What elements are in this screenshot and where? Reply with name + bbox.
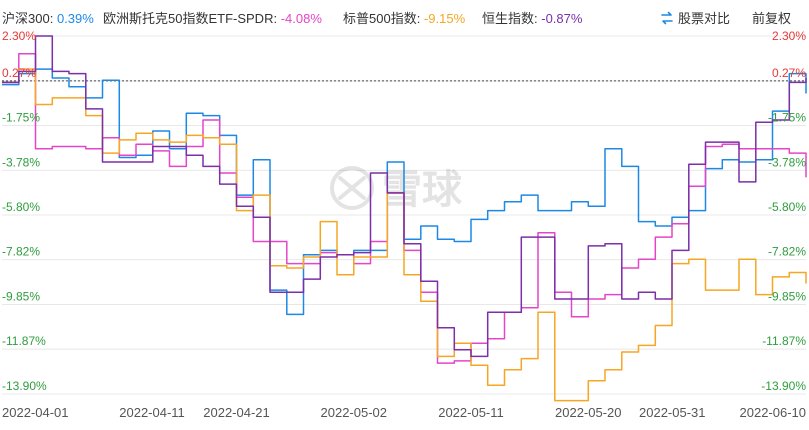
legend-item-sp500[interactable]: 标普500指数: -9.15%	[343, 11, 466, 26]
y-axis-right: 2.30% 0.27% -1.75% -3.78% -5.80% -7.82% -9.85%…	[761, 29, 806, 393]
legend-item-eurostoxx50[interactable]: 欧洲斯托克50指数ETF-SPDR: -4.08%	[103, 11, 322, 26]
stock-compare-icon	[661, 11, 673, 25]
y-tick-label-right: -11.87%	[762, 334, 806, 348]
y-tick-label-right: -7.82%	[768, 245, 806, 259]
y-tick-label-right: -3.78%	[768, 155, 806, 169]
y-tick-label-left: 0.27%	[2, 66, 36, 80]
legend-value: -9.15%	[423, 11, 466, 26]
y-tick-label-right: -13.90%	[761, 379, 806, 393]
legend-item-csi300[interactable]: 沪深300: 0.39%	[2, 11, 94, 26]
adjust-price-label: 前复权	[752, 11, 792, 26]
x-tick-label: 2022-05-31	[639, 405, 706, 420]
series-line	[2, 68, 807, 316]
x-tick-label: 2022-06-10	[740, 405, 807, 420]
x-tick-label: 2022-04-01	[2, 405, 69, 420]
legend-name: 标普500指数	[343, 11, 417, 26]
series-line	[2, 35, 807, 358]
y-axis-left: 2.30% 0.27% -1.75% -3.78% -5.80% -7.82% -9.85%…	[2, 29, 47, 393]
y-tick-label-left: 2.30%	[2, 29, 36, 43]
x-tick-label: 2022-05-11	[438, 405, 504, 420]
y-tick-label-right: 2.30%	[772, 29, 806, 43]
y-tick-label-left: -9.85%	[2, 290, 40, 304]
stock-compare-button[interactable]: 股票对比	[660, 8, 730, 27]
legend-name: 沪深300	[2, 11, 50, 26]
chart-legend: 沪深300: 0.39% 欧洲斯托克50指数ETF-SPDR: -4.08% 标…	[0, 0, 809, 28]
stock-compare-label: 股票对比	[678, 11, 731, 26]
y-tick-label-left: -13.90%	[2, 379, 47, 393]
series-line	[2, 52, 807, 364]
series-lines	[2, 35, 807, 402]
x-axis: 2022-04-01 2022-04-11 2022-04-21 2022-05-02…	[2, 405, 806, 420]
watermark: 雪球	[330, 166, 463, 212]
y-tick-label-right: -9.85%	[768, 290, 806, 304]
watermark-text: 雪球	[382, 168, 463, 212]
legend-value: -0.87%	[541, 11, 583, 26]
adjust-price-button[interactable]: 前复权	[752, 8, 791, 27]
x-tick-label: 2022-05-02	[321, 405, 388, 420]
y-tick-label-left: -7.82%	[2, 245, 40, 259]
legend-item-hangseng[interactable]: 恒生指数: -0.87%	[482, 11, 583, 26]
x-tick-label: 2022-04-11	[119, 405, 185, 420]
x-tick-label: 2022-04-21	[203, 405, 270, 420]
legend-value: 0.39%	[56, 11, 94, 26]
y-tick-label-left: -1.75%	[2, 111, 40, 125]
snowball-logo-icon	[330, 166, 374, 210]
y-tick-label-right: -5.80%	[768, 200, 806, 214]
y-tick-label-left: -11.87%	[2, 334, 46, 348]
y-tick-label-left: -5.80%	[2, 200, 40, 214]
y-tick-label-left: -3.78%	[2, 155, 40, 169]
y-tick-label-right: 0.27%	[772, 66, 806, 80]
legend-name: 恒生指数	[482, 11, 535, 26]
x-tick-label: 2022-05-20	[555, 405, 622, 420]
legend-name: 欧洲斯托克50指数ETF-SPDR	[103, 11, 274, 26]
y-tick-label-right: -1.75%	[768, 111, 806, 125]
legend-value: -4.08%	[280, 11, 322, 26]
